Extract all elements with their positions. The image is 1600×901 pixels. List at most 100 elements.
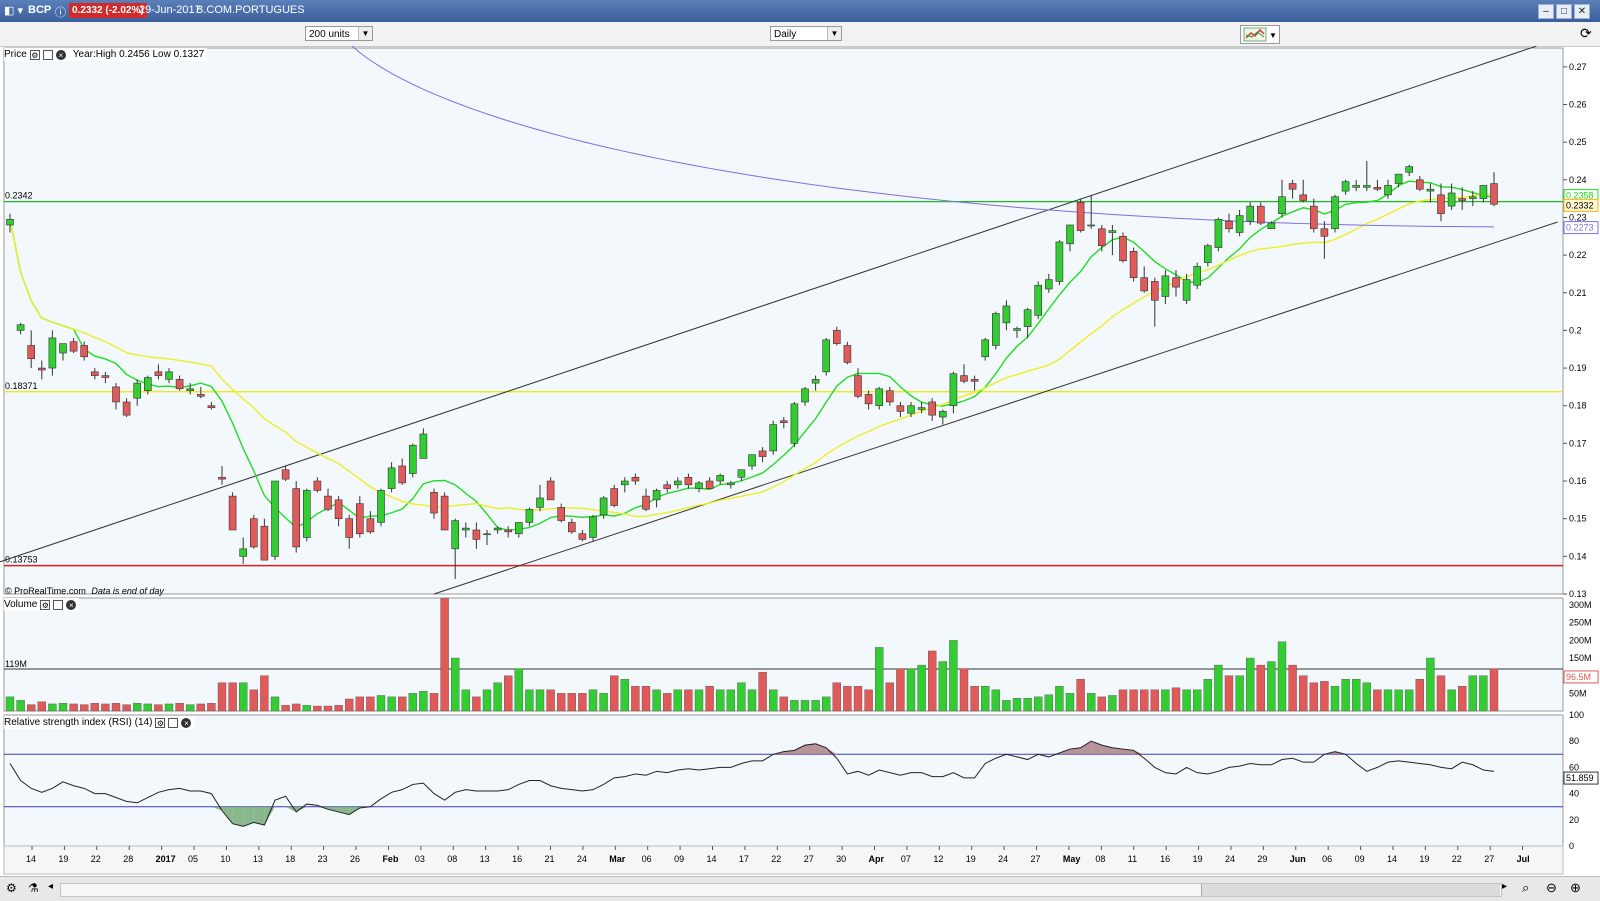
x-axis-label: 11: [1128, 854, 1137, 864]
x-axis-label: 16: [1160, 854, 1170, 864]
window-icon[interactable]: [168, 717, 179, 728]
volume-bar: [546, 689, 555, 712]
horizontal-scrollbar[interactable]: [60, 883, 1502, 897]
volume-bar: [461, 689, 470, 712]
candle-body: [1416, 179, 1424, 190]
window-titlebar[interactable]: ◧ ▾ BCP ⓘ 0.2332 (-2.02%) 29-Jun-2017 B.…: [0, 0, 1600, 22]
close-icon[interactable]: ×: [181, 717, 192, 728]
volume-bar: [154, 704, 163, 712]
scroll-right-button[interactable]: ▸: [1502, 881, 1508, 892]
window-icon[interactable]: [42, 49, 53, 60]
volume-bar: [1489, 668, 1499, 712]
x-axis-label: May: [1063, 854, 1081, 864]
window-icon[interactable]: [53, 599, 64, 610]
rsi-overbought-fill: [1070, 747, 1081, 755]
candle-body: [885, 390, 894, 403]
units-value: 200 units: [309, 29, 350, 40]
level-label: 0.13753: [5, 555, 38, 565]
volume-bar: [673, 689, 682, 712]
volume-tag-box: [1563, 670, 1599, 684]
volume-bar: [641, 686, 651, 712]
x-axis-label: Mar: [609, 854, 626, 864]
units-select[interactable]: 200 units ▼: [305, 26, 373, 41]
candle-body: [1394, 173, 1403, 184]
candle-body: [1066, 224, 1074, 245]
candle-body: [1182, 279, 1191, 301]
volume-bar: [843, 686, 852, 712]
volume-bar: [122, 704, 131, 712]
candle-body: [1384, 185, 1392, 196]
moving-average-mid: [9, 193, 1495, 518]
price-axis-label: 0.2: [1569, 325, 1582, 335]
chart-settings-icon[interactable]: ⚙: [6, 881, 17, 895]
rsi-oversold-fill: [211, 806, 222, 811]
candle-body: [652, 490, 661, 501]
rsi-overbought-fill: [1133, 750, 1145, 755]
rsi-overbought-fill: [826, 747, 837, 755]
scroll-left-button[interactable]: ◂: [48, 881, 54, 892]
volume-bar: [737, 682, 746, 712]
volume-bar: [355, 696, 364, 712]
date-label: 29-Jun-2017: [139, 4, 201, 16]
candle-body: [1225, 220, 1233, 230]
volume-bar: [1245, 657, 1255, 712]
rsi-overbought-fill: [794, 745, 805, 755]
volume-bar: [132, 703, 142, 712]
close-icon[interactable]: ×: [55, 49, 66, 60]
chart-area[interactable]: 0.27 0.26 0.25 0.24 0.23 0.22 0.21 0.2 0.19 0.18 0…: [0, 46, 1600, 876]
wrench-icon[interactable]: ⚙: [29, 49, 40, 60]
sync-icon[interactable]: ⟳: [1580, 25, 1592, 41]
maximize-button[interactable]: □: [1556, 4, 1572, 19]
close-button[interactable]: ✕: [1574, 4, 1590, 19]
volume-bar: [1118, 689, 1128, 712]
volume-bar: [16, 700, 25, 712]
volume-bar: [1129, 689, 1138, 712]
period-select[interactable]: Daily ▼: [770, 26, 842, 41]
volume-bar: [1341, 679, 1350, 712]
candle-body: [864, 394, 873, 405]
wrench-icon[interactable]: ⚙: [155, 717, 166, 728]
candle-body: [1076, 202, 1085, 231]
moving-average-fast: [9, 180, 1495, 531]
price-axis-label: 0.13: [1569, 589, 1587, 599]
candle-body: [37, 367, 46, 371]
volume-tag: 96.5M: [1566, 672, 1591, 682]
x-axis-label: 13: [480, 854, 490, 864]
chevron-down-icon: ▼: [358, 27, 372, 40]
zoom-fit-icon[interactable]: ⌕: [1522, 880, 1530, 895]
candle-body: [1469, 196, 1477, 199]
instrument-name: B.COM.PORTUGUES: [196, 4, 305, 16]
volume-bar: [101, 703, 110, 712]
candle-body: [355, 503, 364, 535]
x-axis-label: 19: [1193, 854, 1203, 864]
price-axis-label: 0.15: [1569, 514, 1587, 524]
candle-body: [281, 469, 290, 480]
minimize-button[interactable]: –: [1538, 4, 1554, 19]
volume-bar: [1394, 689, 1403, 712]
volume-bar: [853, 686, 863, 712]
x-axis-label: 09: [1355, 854, 1365, 864]
candle-body: [1257, 205, 1265, 224]
zoom-in-icon[interactable]: ⊕: [1570, 880, 1581, 895]
candle-body: [6, 219, 14, 226]
candle-body: [801, 388, 809, 403]
x-axis-bg: [3, 845, 1564, 875]
volume-axis-label: 250M: [1569, 618, 1592, 628]
scrollbar-thumb[interactable]: [1201, 884, 1500, 896]
volume-bar: [69, 703, 78, 712]
volume-bar: [1479, 675, 1488, 712]
chart-type-button[interactable]: ▼: [1240, 25, 1280, 44]
rsi-oversold-fill: [317, 806, 328, 810]
zoom-out-icon[interactable]: ⊖: [1546, 880, 1557, 895]
volume-bar: [48, 703, 57, 712]
wrench-icon[interactable]: ⚙: [40, 599, 51, 610]
data-eod-note: Data is end of day: [91, 586, 164, 596]
indicators-icon[interactable]: ⚗: [28, 881, 39, 895]
close-icon[interactable]: ×: [66, 599, 77, 610]
candle-body: [970, 379, 979, 382]
volume-bar: [419, 691, 428, 712]
candle-body: [599, 497, 608, 516]
volume-bar: [1086, 693, 1096, 712]
volume-level-label: 119M: [5, 659, 27, 669]
volume-bar: [578, 693, 587, 712]
